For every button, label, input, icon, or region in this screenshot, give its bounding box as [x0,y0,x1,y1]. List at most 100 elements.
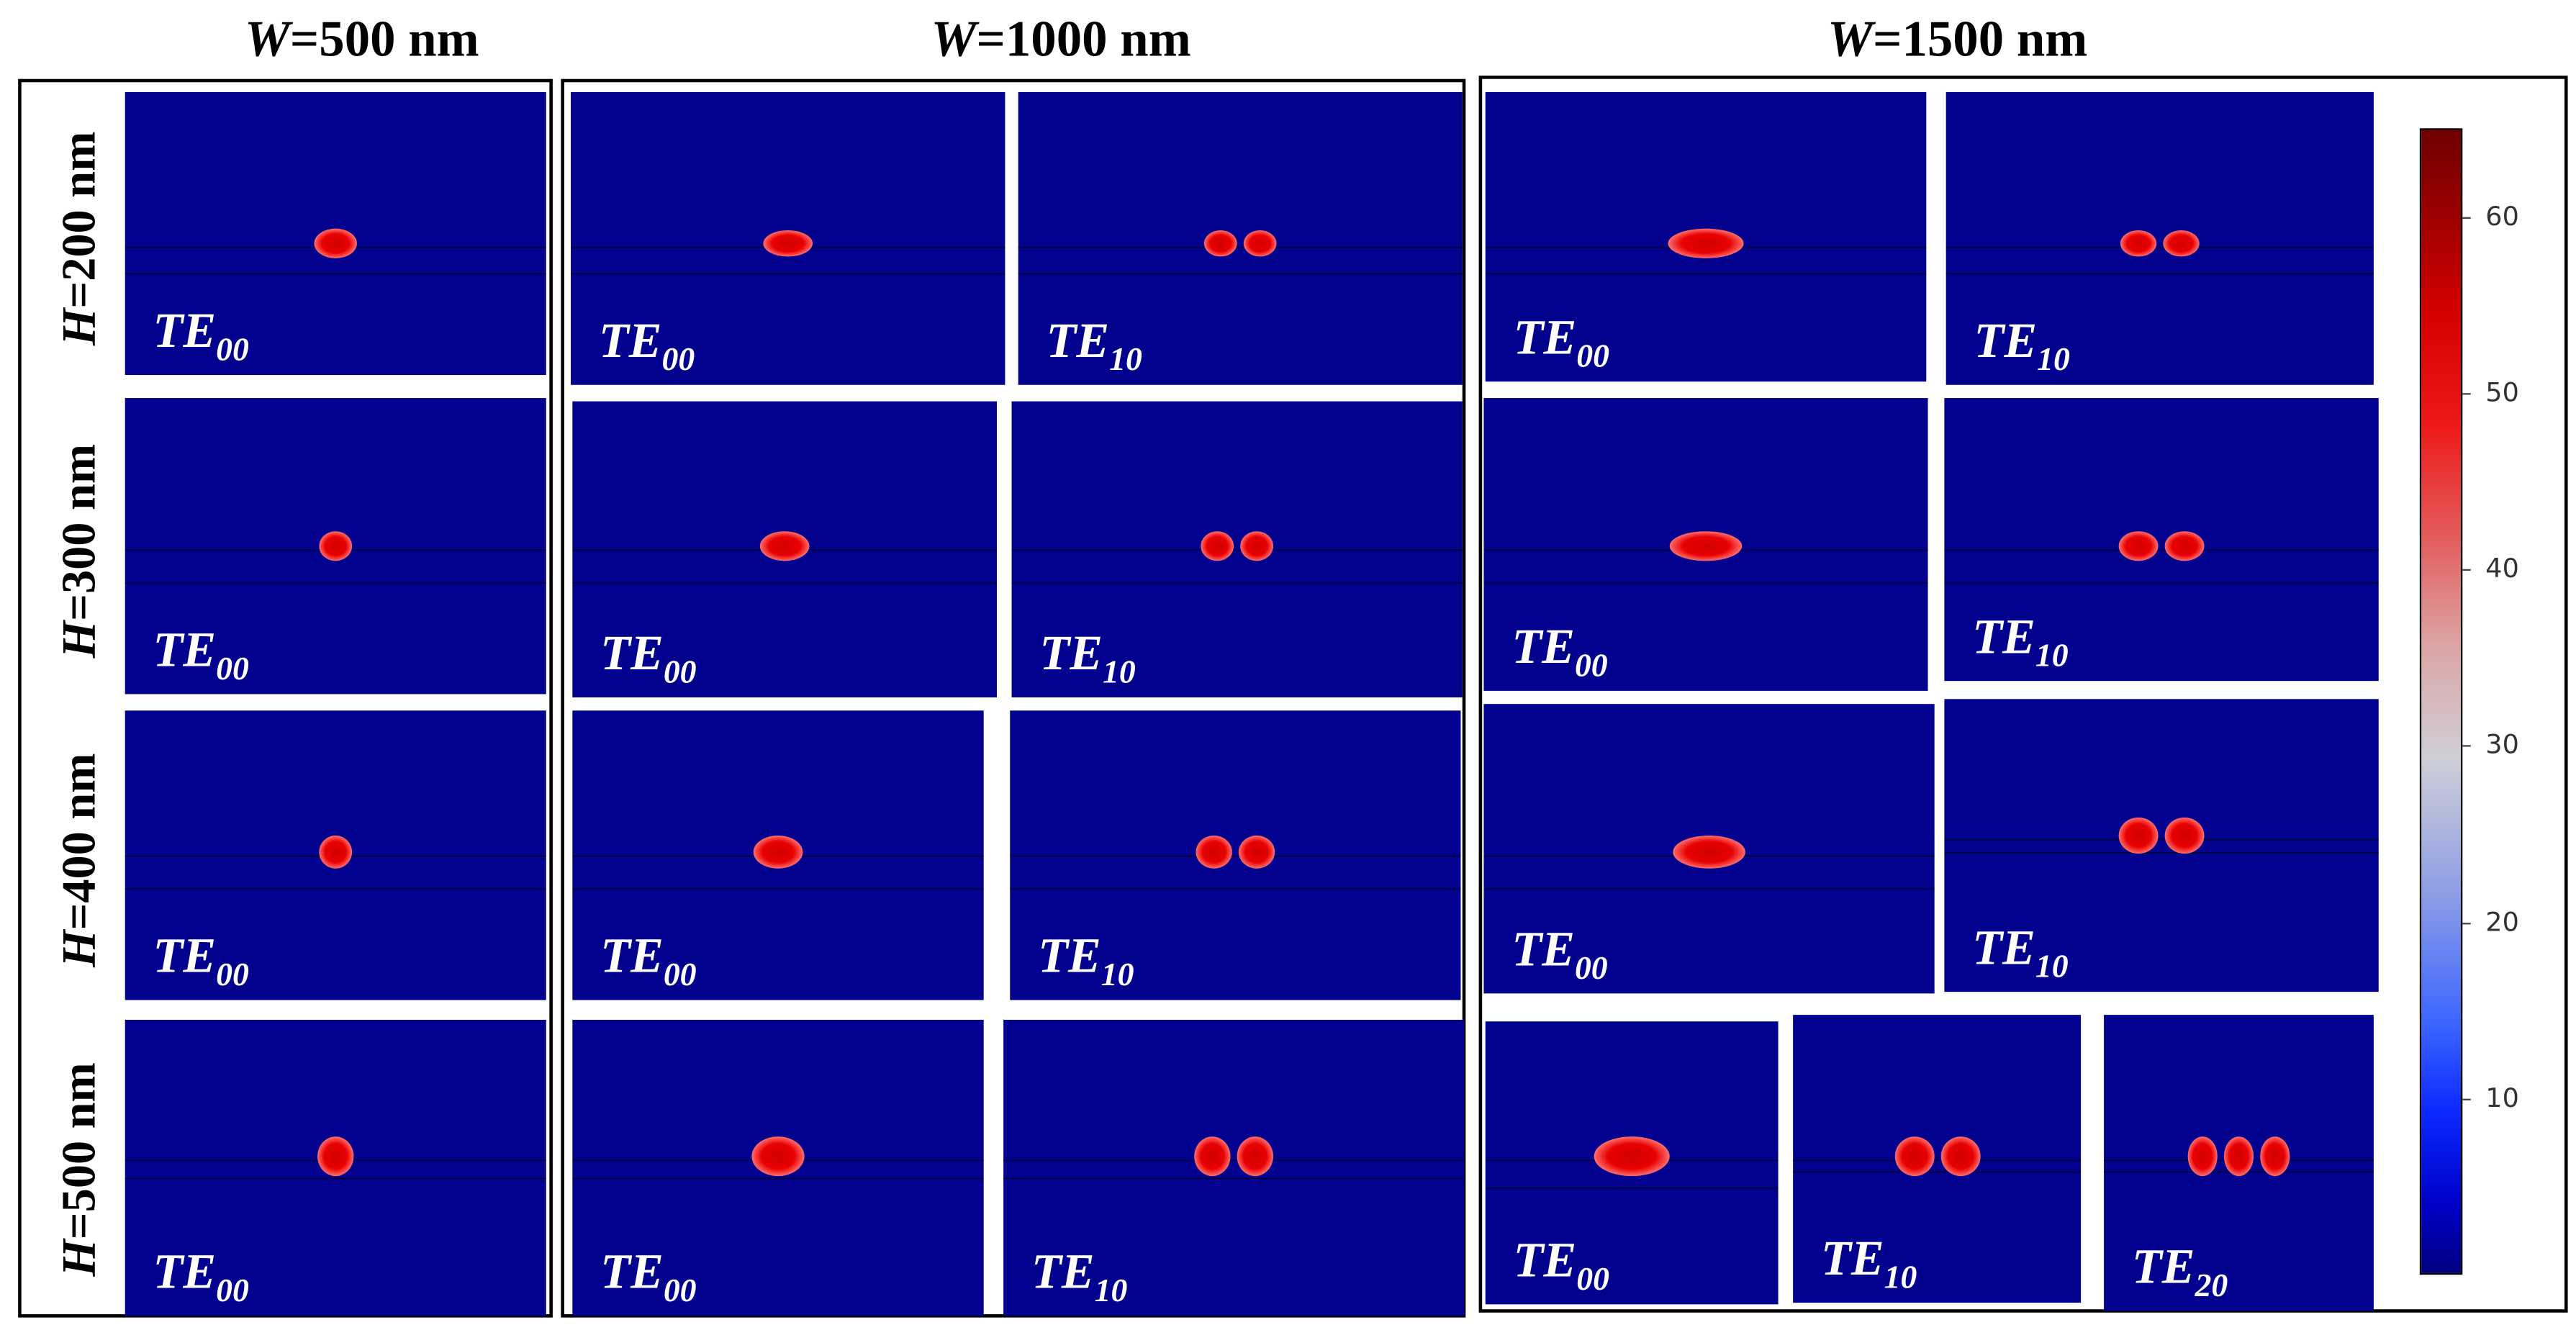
mode-name: TE [600,929,664,984]
waveguide-boundary-line [1003,1159,1465,1162]
field-lobe [1668,228,1744,258]
field-lobe [1894,1136,1934,1177]
mode-name: TE [1513,1234,1577,1288]
waveguide-boundary-line [1483,582,1928,584]
mode-label: TE10 [1039,627,1135,692]
waveguide-boundary-line [125,1177,546,1180]
mode-name: TE [1046,314,1110,368]
field-lobe [1196,836,1232,869]
mode-index: 10 [2035,949,2069,985]
colorbar [2419,128,2463,1275]
colorbar-tick-label: 50 [2485,376,2519,408]
mode-name: TE [1513,310,1577,366]
waveguide-boundary-line [1944,851,2379,854]
mode-name: TE [598,314,662,368]
mode-label: TE00 [1514,311,1609,376]
mode-label: TE00 [153,623,249,689]
mode-name: TE [1972,920,2035,976]
field-lobe [2163,230,2200,257]
waveguide-boundary-line [1010,855,1461,857]
waveguide-boundary-line [1018,246,1463,249]
mode-panel: TE10 [1945,91,2374,385]
mode-panel: TE20 [2104,1015,2374,1311]
mode-label: TE10 [1821,1232,1917,1298]
mode-name: TE [1974,314,2038,368]
colorbar-tick-mark [2462,392,2471,395]
field-lobe [1237,1136,1273,1177]
mode-panel: TE00 [572,710,984,1000]
mode-panel: TE00 [125,398,546,695]
field-lobe [1201,531,1234,561]
mode-name: TE [1038,929,1101,984]
mode-panel: TE00 [1483,704,1935,994]
waveguide-boundary-line [1793,1159,2082,1162]
mode-label: TE00 [600,1245,696,1311]
mode-index: 10 [2037,342,2070,379]
waveguide-boundary-line [1793,1171,2082,1173]
mode-panel: TE10 [1010,710,1461,1000]
field-lobe [2164,531,2205,561]
mode-name: TE [600,1245,664,1300]
mode-index: 00 [663,957,697,994]
mode-panel: TE00 [125,1019,546,1316]
mode-index: 00 [216,651,249,688]
mode-label: TE10 [1972,921,2068,987]
column-header-w1000: W=1000 nm [931,9,1191,68]
mode-panel: TE00 [1483,398,1928,691]
mode-index: 10 [1101,957,1134,994]
mode-name: TE [1820,1231,1884,1287]
mode-name: TE [1031,1245,1095,1300]
waveguide-boundary-line [572,582,997,584]
colorbar-tick-label: 60 [2485,199,2519,232]
field-lobe [2120,230,2157,257]
mode-index: 00 [216,957,249,994]
colorbar-tick-mark [2462,1098,2471,1100]
mode-index: 10 [1103,654,1136,691]
field-lobe [2260,1136,2290,1177]
colorbar-axis: 10 20 30 40 50 60 [2462,128,2561,1275]
field-lobe [2223,1136,2254,1177]
waveguide-boundary-line [1944,582,2379,584]
mode-index: 10 [1109,342,1142,379]
mode-panel: TE00 [571,91,1005,385]
field-lobe [1669,531,1743,561]
waveguide-boundary-line [1011,582,1463,584]
mode-index: 00 [216,1272,249,1310]
mode-name: TE [153,929,217,984]
waveguide-boundary-line [1483,888,1935,890]
field-lobe [1594,1136,1670,1177]
column-header-w500: W=500 nm [244,9,479,68]
mode-panel: TE00 [125,710,546,1000]
field-lobe [763,230,813,257]
mode-panel: TE00 [572,1019,984,1316]
mode-name: TE [2131,1240,2195,1295]
field-lobe [319,531,353,561]
field-lobe [319,836,353,869]
mode-index: 00 [663,654,697,691]
mode-name: TE [1039,626,1103,682]
field-lobe [2118,531,2159,561]
mode-name: TE [1511,620,1575,675]
field-lobe [759,531,810,561]
waveguide-boundary-line [1018,273,1463,275]
waveguide-boundary-line [1485,1188,1779,1190]
field-lobe [1238,836,1275,869]
mode-panel: TE10 [1011,401,1463,698]
mode-panel: TE10 [1944,699,2379,992]
colorbar-tick-mark [2462,922,2471,924]
mode-index: 20 [2195,1268,2228,1305]
mode-index: 00 [663,1272,697,1310]
field-lobe [2118,817,2159,854]
mode-index: 10 [2035,638,2069,675]
field-lobe [2164,817,2205,854]
mode-label: TE10 [1047,315,1142,380]
field-lobe [1243,230,1277,257]
mode-label: TE00 [599,315,695,380]
waveguide-boundary-line [1003,1177,1465,1180]
mode-label: TE10 [1038,929,1134,995]
mode-panel: TE10 [1793,1015,2082,1303]
mode-name: TE [153,304,217,359]
mode-index: 00 [1574,648,1608,684]
mode-panel: TE10 [1018,91,1463,385]
